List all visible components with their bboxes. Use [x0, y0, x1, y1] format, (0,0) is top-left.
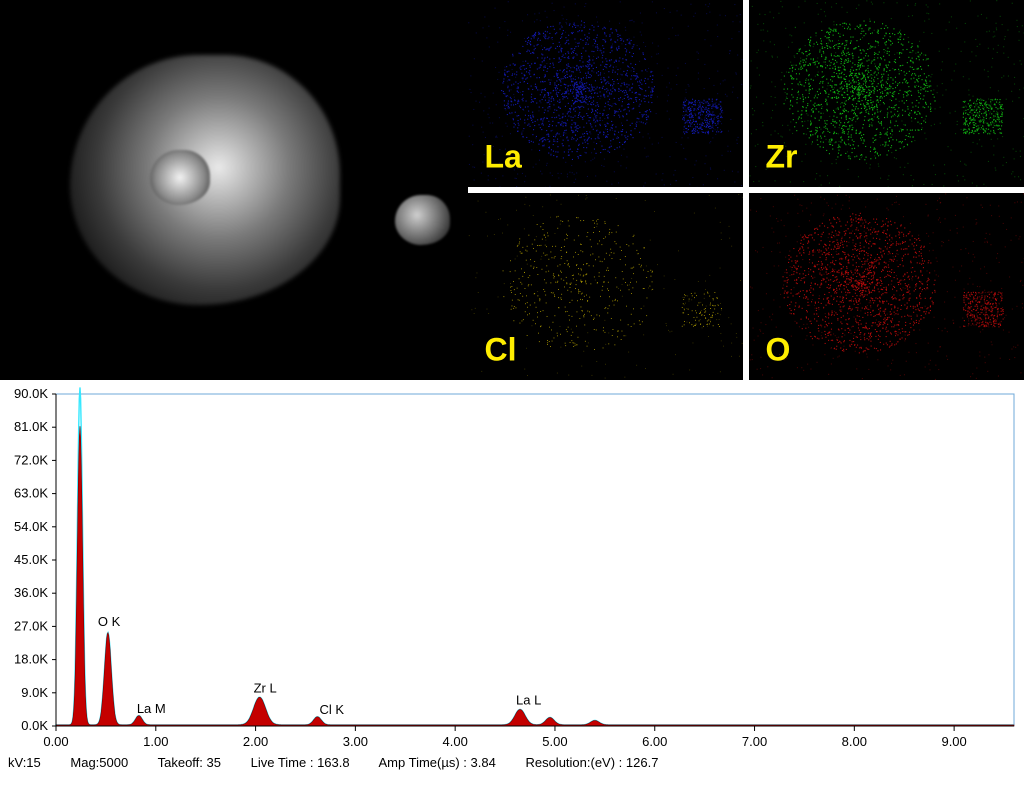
footer-mag: Mag:5000 [70, 755, 128, 770]
eds-map-zr: Zr [749, 0, 1024, 187]
eds-spectrum-svg: 0.0K9.0K18.0K27.0K36.0K45.0K54.0K63.0K72… [0, 380, 1024, 776]
eds-map-zr-label: Zr [766, 139, 798, 176]
eds-map-o: O [749, 193, 1024, 380]
footer-amptime: Amp Time(µs) : 3.84 [379, 755, 496, 770]
footer-takeoff: Takeoff: 35 [158, 755, 221, 770]
eds-map-grid: La Zr Cl O [468, 0, 1024, 380]
eds-spectrum-panel: 0.0K9.0K18.0K27.0K36.0K45.0K54.0K63.0K72… [0, 380, 1024, 776]
footer-livetime: Live Time : 163.8 [251, 755, 350, 770]
sem-crater [150, 150, 210, 205]
eds-map-cl-label: Cl [485, 332, 517, 369]
eds-map-la: La [468, 0, 743, 187]
eds-map-la-label: La [485, 139, 522, 176]
footer-kv: kV:15 [8, 755, 41, 770]
sem-image [0, 0, 468, 380]
eds-map-o-label: O [766, 332, 791, 369]
top-row: La Zr Cl O [0, 0, 1024, 380]
footer-resolution: Resolution:(eV) : 126.7 [525, 755, 658, 770]
acquisition-footer: kV:15 Mag:5000 Takeoff: 35 Live Time : 1… [8, 755, 684, 770]
sem-fragment [395, 195, 450, 245]
eds-map-cl: Cl [468, 193, 743, 380]
